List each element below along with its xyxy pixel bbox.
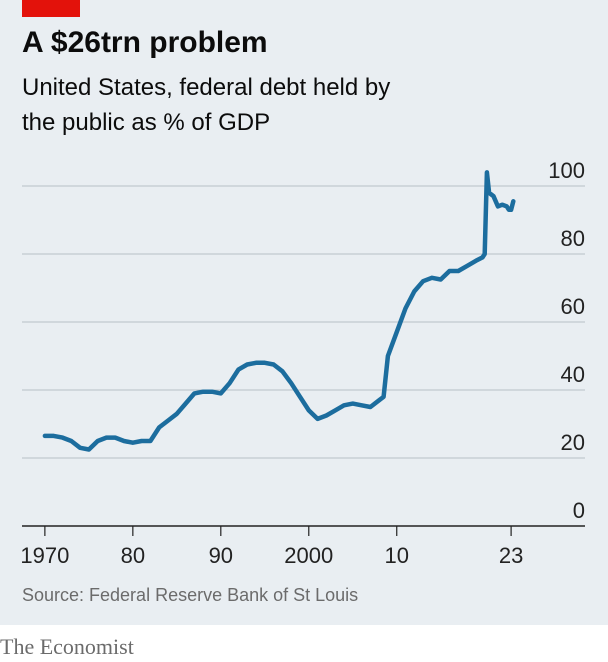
chart-panel xyxy=(0,0,608,625)
y-tick-label: 20 xyxy=(561,430,585,455)
y-tick-label: 100 xyxy=(548,158,585,183)
x-tick-label: 90 xyxy=(209,543,233,568)
source-note: Source: Federal Reserve Bank of St Louis xyxy=(22,585,359,605)
chart-subtitle: United States, federal debt held by the … xyxy=(22,74,391,136)
x-tick-label: 2000 xyxy=(284,543,333,568)
brand: The Economist xyxy=(0,634,134,659)
y-tick-label: 0 xyxy=(573,498,585,523)
x-tick-label: 23 xyxy=(499,543,523,568)
chart: 0 20 40 60 80 100 1970 80 90 2000 10 23 xyxy=(20,158,585,568)
x-tick-label: 80 xyxy=(121,543,145,568)
y-tick-label: 80 xyxy=(561,226,585,251)
y-tick-label: 40 xyxy=(561,362,585,387)
x-tick-label: 1970 xyxy=(20,543,69,568)
data-line xyxy=(42,170,516,452)
chart-title: A $26trn problem xyxy=(22,26,268,59)
brand-tag xyxy=(22,0,80,17)
y-tick-label: 60 xyxy=(561,294,585,319)
x-tick-label: 10 xyxy=(385,543,409,568)
